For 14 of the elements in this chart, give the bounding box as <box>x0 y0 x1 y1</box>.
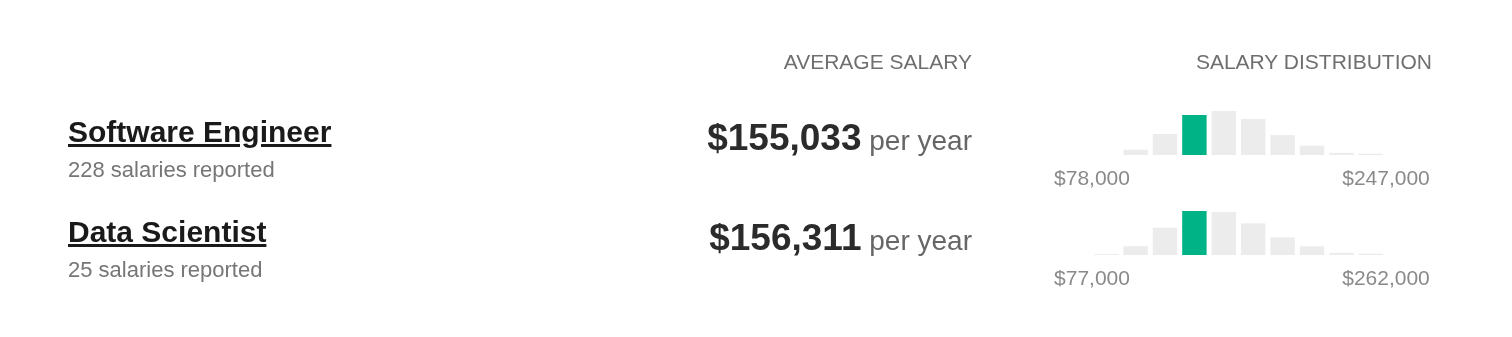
text: $155,033 per year <box>707 117 972 158</box>
text: SALARY DISTRIBUTION <box>1195 50 1432 74</box>
x-tick-label: $78,000 <box>1054 166 1130 189</box>
text: 25 salaries reported <box>68 257 263 283</box>
bar <box>1182 211 1207 255</box>
x-tick-label: $262,000 <box>1342 266 1430 289</box>
x-tick-label: $247,000 <box>1342 166 1430 189</box>
text: Software Engineer <box>68 115 332 149</box>
text: 228 salaries reported <box>68 157 275 183</box>
x-tick-label: $77,000 <box>1054 266 1130 289</box>
text: Data Scientist <box>68 215 267 249</box>
text: AVERAGE SALARY <box>783 50 972 74</box>
text: $156,311 per year <box>709 217 972 258</box>
bar <box>1182 114 1207 155</box>
